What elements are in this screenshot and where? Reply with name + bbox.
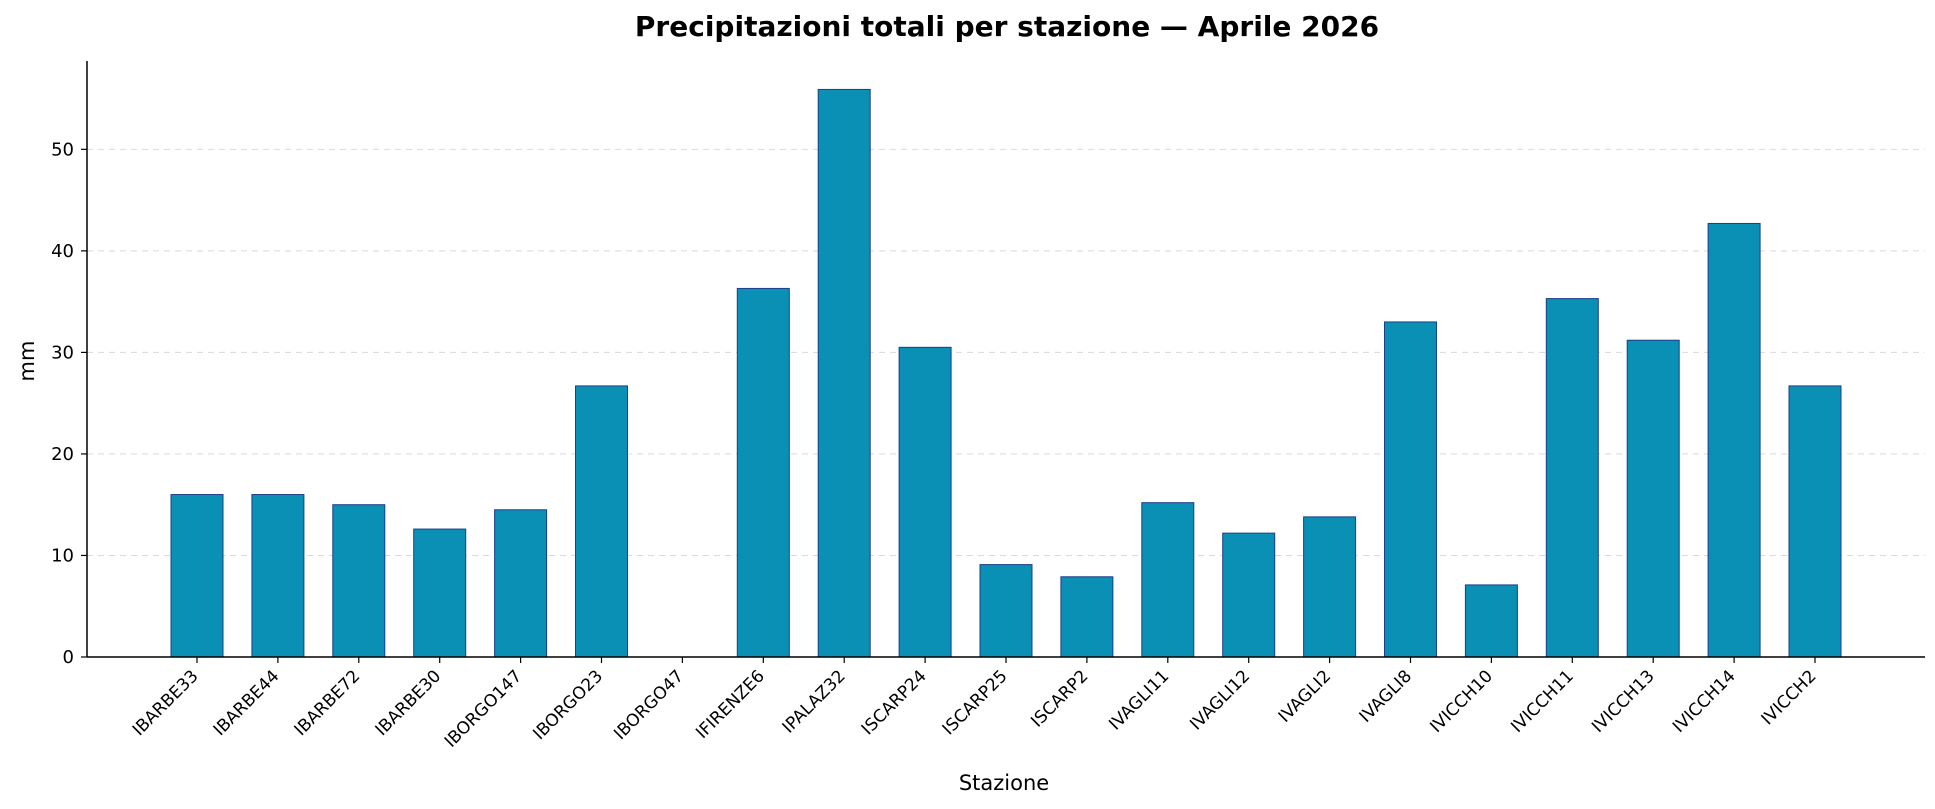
x-tick-label: ISCARP24 — [858, 666, 931, 739]
x-tick-label: IVAGLI12 — [1186, 666, 1254, 734]
bar-iscarp24 — [898, 346, 952, 658]
y-tick-label: 30 — [51, 342, 74, 363]
y-ticks: 0 10 20 30 40 50 — [51, 139, 87, 668]
x-tick-label: IVAGLI2 — [1275, 666, 1335, 726]
x-tick-label: IBARBE44 — [210, 666, 284, 740]
x-tick-label: IBARBE30 — [372, 666, 446, 740]
bar-ipalaz32 — [817, 88, 871, 658]
bar-iborgo147 — [494, 509, 548, 658]
bar-ivagli11 — [1141, 502, 1195, 658]
y-axis-label: mm — [15, 341, 39, 382]
y-tick-label: 0 — [63, 647, 74, 668]
grid-lines — [87, 148, 1925, 556]
y-tick-label: 20 — [51, 444, 74, 465]
x-tick-label: IVICCH10 — [1426, 666, 1497, 737]
bar-ivagli2 — [1303, 516, 1357, 658]
x-tick-label: IBORGO23 — [529, 666, 607, 744]
x-axis-label: Stazione — [959, 771, 1049, 795]
bar-ivicch10 — [1464, 584, 1518, 658]
chart-title: Precipitazioni totali per stazione — Apr… — [635, 10, 1379, 43]
x-tick-label: IVICCH14 — [1669, 666, 1740, 737]
x-tick-label: IBARBE72 — [291, 666, 365, 740]
bar-ivicch11 — [1545, 298, 1599, 658]
bar-ibarbe44 — [251, 494, 305, 658]
y-tick-label: 10 — [51, 545, 74, 566]
x-tick-label: IVICCH11 — [1507, 666, 1578, 737]
x-tick-label: IVAGLI11 — [1105, 666, 1173, 734]
bar-iborgo23 — [575, 385, 628, 658]
bar-ibarbe30 — [413, 528, 467, 658]
y-tick-label: 40 — [51, 241, 74, 262]
bar-ibarbe72 — [332, 504, 386, 658]
x-tick-label: IFIRENZE6 — [692, 666, 769, 743]
x-tick-label: ISCARP2 — [1027, 666, 1092, 731]
bar-ifirenze6 — [736, 287, 790, 658]
bars — [170, 88, 1842, 658]
x-tick-label: ISCARP25 — [939, 666, 1012, 739]
bar-ivicch2 — [1788, 385, 1842, 658]
bar-ivagli8 — [1384, 321, 1437, 658]
bar-ivagli12 — [1222, 532, 1276, 658]
x-tick-label: IBORGO147 — [441, 666, 526, 751]
bar-iscarp2 — [1060, 576, 1114, 658]
x-ticks: IBARBE33 IBARBE44 IBARBE72 IBARBE30IBORGO14… — [129, 657, 1821, 752]
bar-iscarp25 — [979, 564, 1033, 658]
x-tick-label: IVICCH13 — [1588, 666, 1659, 737]
x-tick-label: IVICCH2 — [1758, 666, 1821, 729]
bar-ivicch14 — [1707, 222, 1761, 658]
y-tick-label: 50 — [51, 139, 74, 160]
bar-ivicch13 — [1626, 339, 1680, 658]
x-tick-label: IBARBE33 — [129, 666, 203, 740]
x-tick-label: IPALAZ32 — [779, 666, 850, 737]
bar-ibarbe33 — [170, 494, 224, 658]
x-tick-label: IVAGLI8 — [1356, 666, 1416, 726]
x-tick-label: IBORGO47 — [610, 666, 688, 744]
